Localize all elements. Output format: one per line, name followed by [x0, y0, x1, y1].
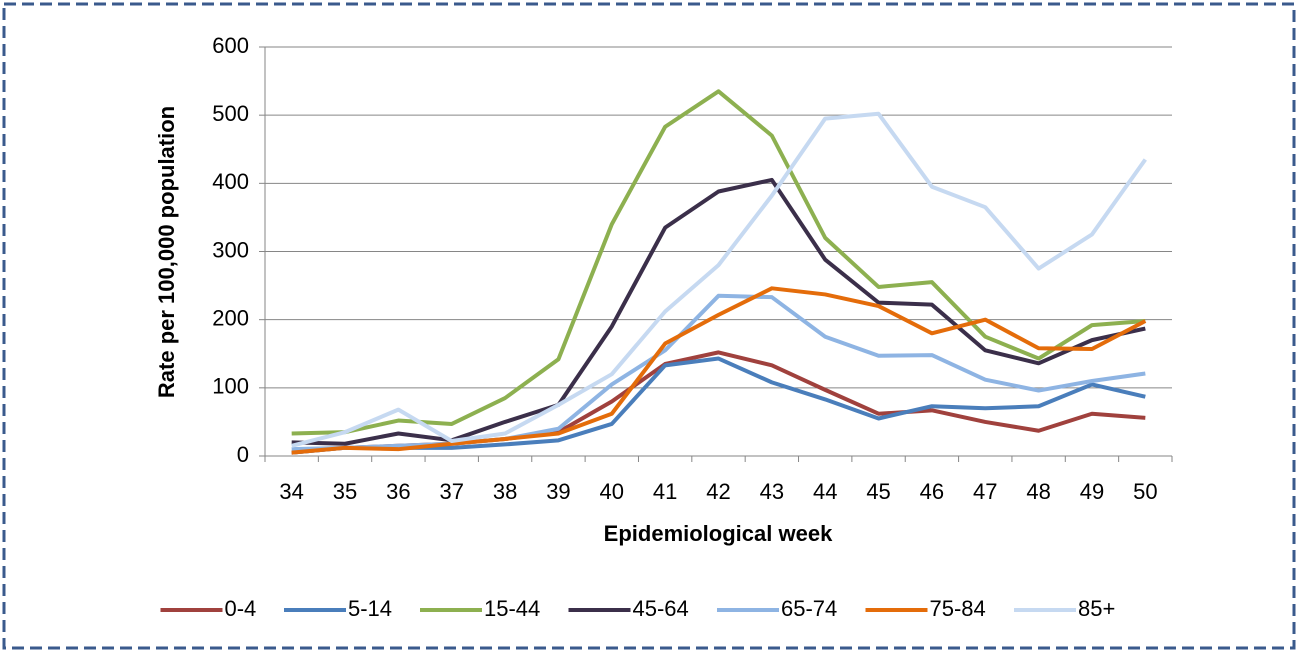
legend-label: 5-14 — [348, 596, 392, 621]
series-line — [291, 177, 1146, 446]
series-line — [291, 286, 1147, 455]
legend-label: 15-44 — [484, 596, 540, 621]
y-tick-label: 400 — [212, 169, 249, 194]
y-tick-label: 0 — [237, 442, 249, 467]
series-line — [291, 89, 1146, 436]
y-tick-label: 200 — [212, 305, 249, 330]
x-tick-label: 38 — [493, 479, 517, 504]
y-axis-label: Rate per 100,000 population — [154, 106, 179, 398]
legend-label: 75-84 — [930, 596, 986, 621]
x-tick-label: 42 — [706, 479, 730, 504]
legend-label: 45-64 — [633, 596, 689, 621]
x-tick-label: 46 — [920, 479, 944, 504]
y-tick-label: 100 — [212, 374, 249, 399]
x-tick-label: 44 — [813, 479, 837, 504]
legend-label: 0-4 — [225, 596, 257, 621]
x-tick-label: 50 — [1133, 479, 1157, 504]
x-tick-label: 49 — [1080, 479, 1104, 504]
y-tick-label: 600 — [212, 33, 249, 58]
x-tick-label: 39 — [546, 479, 570, 504]
x-axis-label: Epidemiological week — [604, 521, 833, 546]
x-tick-label: 37 — [439, 479, 463, 504]
x-tick-label: 45 — [866, 479, 890, 504]
x-tick-label: 35 — [333, 479, 357, 504]
x-tick-label: 34 — [279, 479, 303, 504]
legend-label: 85+ — [1078, 596, 1115, 621]
y-tick-label: 500 — [212, 101, 249, 126]
series-line — [291, 111, 1147, 448]
x-tick-label: 41 — [653, 479, 677, 504]
series-line — [291, 356, 1146, 455]
x-tick-label: 47 — [973, 479, 997, 504]
x-tick-label: 43 — [760, 479, 784, 504]
y-tick-label: 300 — [212, 237, 249, 262]
x-tick-label: 36 — [386, 479, 410, 504]
x-tick-label: 40 — [600, 479, 624, 504]
legend-label: 65-74 — [781, 596, 837, 621]
x-tick-label: 48 — [1026, 479, 1050, 504]
